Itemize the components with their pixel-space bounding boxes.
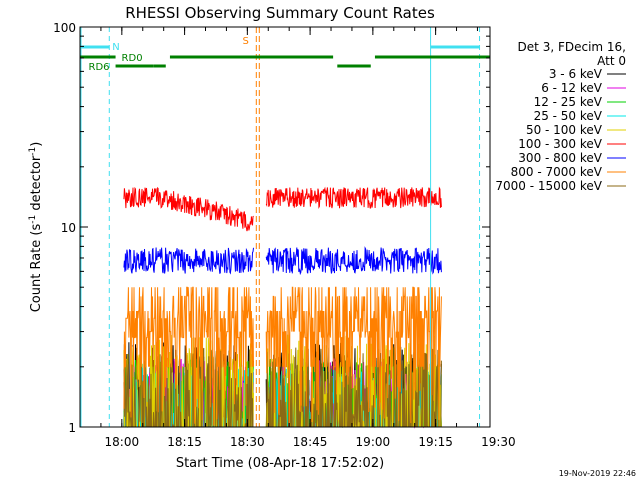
- legend-item-label: 25 - 50 keV: [534, 109, 603, 123]
- legend-item-label: 300 - 800 keV: [518, 151, 602, 165]
- series-line: [265, 186, 442, 210]
- legend-item-label: 3 - 6 keV: [549, 67, 603, 81]
- series-line: [123, 286, 254, 426]
- legend-header-1: Det 3, FDecim 16,: [518, 40, 626, 54]
- saa-label: S: [242, 36, 248, 47]
- footer-timestamp: 19-Nov-2019 22:46: [559, 469, 636, 478]
- y-tick-label: 1: [68, 421, 76, 435]
- series-300-800kev: [123, 246, 442, 276]
- x-tick-label: 19:15: [418, 435, 453, 449]
- y-axis-label: Count Rate (s-1 detector-1): [28, 142, 44, 313]
- y-tick-label: 100: [53, 21, 76, 35]
- y-tick-label: 10: [61, 221, 76, 235]
- rd6-label: RD6: [89, 62, 110, 73]
- legend-item-label: 50 - 100 keV: [526, 123, 603, 137]
- legend-item-label: 7000 - 15000 keV: [495, 179, 602, 193]
- x-tick-label: 18:45: [293, 435, 328, 449]
- series-800-7000kev: [123, 286, 442, 427]
- chart-title: RHESSI Observing Summary Count Rates: [125, 4, 435, 22]
- series-line: [266, 347, 442, 428]
- x-tick-label: 19:30: [481, 435, 516, 449]
- x-tick-label: 19:00: [356, 435, 391, 449]
- series-line: [123, 247, 254, 275]
- legend-item-label: 800 - 7000 keV: [511, 165, 603, 179]
- axes: 18:00 18:15 18:30 18:45 19:00 19:15 19:30 1 10 10…: [53, 21, 516, 449]
- x-tick-label: 18:15: [167, 435, 202, 449]
- series-line: [123, 186, 254, 232]
- series-line: [265, 286, 442, 427]
- legend-header-2: Att 0: [597, 54, 626, 68]
- legend-item-label: 100 - 300 keV: [518, 137, 602, 151]
- x-tick-label: 18:00: [105, 435, 140, 449]
- night-label: N: [112, 42, 119, 53]
- x-axis-label: Start Time (08-Apr-18 17:52:02): [176, 456, 384, 471]
- series-line: [265, 246, 442, 276]
- x-tick-label: 18:30: [230, 435, 265, 449]
- legend-item-label: 12 - 25 keV: [534, 95, 603, 109]
- rd0-label: RD0: [122, 53, 143, 64]
- legend-item-label: 6 - 12 keV: [541, 81, 603, 95]
- series-100-300kev: [123, 186, 442, 232]
